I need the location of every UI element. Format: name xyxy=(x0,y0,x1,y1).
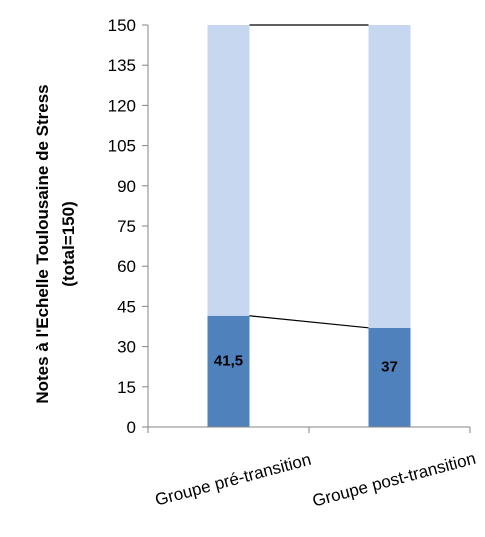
series-lines xyxy=(249,24,369,329)
y-axis-title-line2: (total=150) xyxy=(59,201,78,287)
y-tick-label: 0 xyxy=(127,418,136,437)
bar-segment xyxy=(207,315,250,427)
y-tick-label: 90 xyxy=(117,177,136,196)
y-tick-label: 75 xyxy=(117,217,136,236)
y-tick-label: 135 xyxy=(108,56,136,75)
data-label: 41,5 xyxy=(214,352,243,369)
bar-segment xyxy=(207,25,250,316)
bars xyxy=(207,25,411,427)
y-tick-label: 30 xyxy=(117,338,136,357)
data-labels: 41,5 37 xyxy=(214,352,398,375)
y-tick-label: 60 xyxy=(117,257,136,276)
y-tick-label: 150 xyxy=(108,16,136,35)
y-tick-label: 120 xyxy=(108,96,136,115)
y-tick-label: 45 xyxy=(117,297,136,316)
y-axis-title-line1: Notes à l'Echelle Toulousaine de Stress xyxy=(33,84,52,403)
x-category-label: Groupe post-transition xyxy=(310,449,477,511)
bar-segment xyxy=(368,25,411,328)
y-tick-label: 15 xyxy=(117,378,136,397)
x-category-label: Groupe pré-transition xyxy=(153,450,313,510)
y-axis-title: Notes à l'Echelle Toulousaine de Stress … xyxy=(33,84,78,403)
series-line xyxy=(249,315,369,329)
bar-segment xyxy=(368,327,411,427)
y-axis: 0 15 30 45 60 75 90 105 120 135 150 xyxy=(108,16,149,437)
y-tick-label: 105 xyxy=(108,137,136,156)
data-label: 37 xyxy=(381,358,398,375)
